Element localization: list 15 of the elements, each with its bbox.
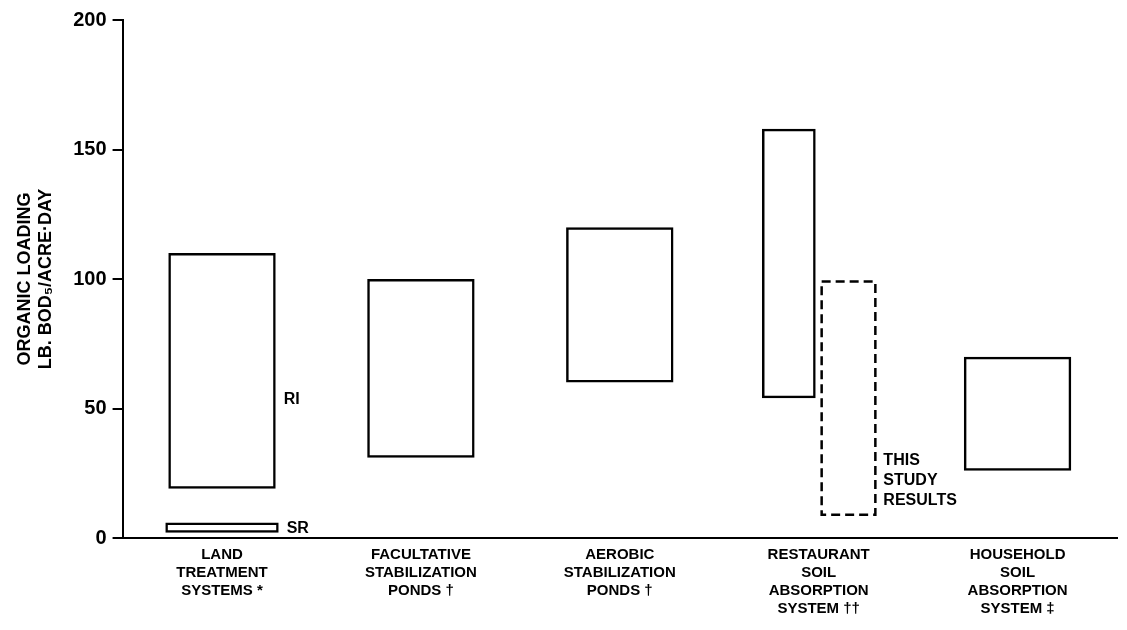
series-label: THIS STUDY RESULTS	[883, 451, 958, 509]
y-tick-label: 100	[73, 266, 107, 289]
y-tick-label: 200	[73, 7, 107, 30]
y-tick-label: 50	[84, 396, 107, 419]
series-label: SR	[286, 519, 310, 537]
series-label: RI	[283, 389, 300, 407]
x-tick-label: HOUSEHOLD SOIL ABSORPTION SYSTEM ‡	[967, 545, 1068, 617]
y-tick-label: 0	[95, 525, 107, 548]
bar	[820, 280, 877, 516]
x-tick-label: FACULTATIVE STABILIZATION PONDS †	[364, 545, 477, 599]
x-tick-label: LAND TREATMENT SYSTEMS *	[176, 545, 268, 599]
x-tick-label: AEROBIC STABILIZATION PONDS †	[563, 545, 676, 599]
y-axis-title: ORGANIC LOADING LB. BOD₅/ACRE·DAY	[13, 188, 56, 370]
x-tick-label: RESTAURANT SOIL ABSORPTION SYSTEM ††	[767, 545, 870, 617]
y-tick-label: 150	[73, 137, 107, 160]
